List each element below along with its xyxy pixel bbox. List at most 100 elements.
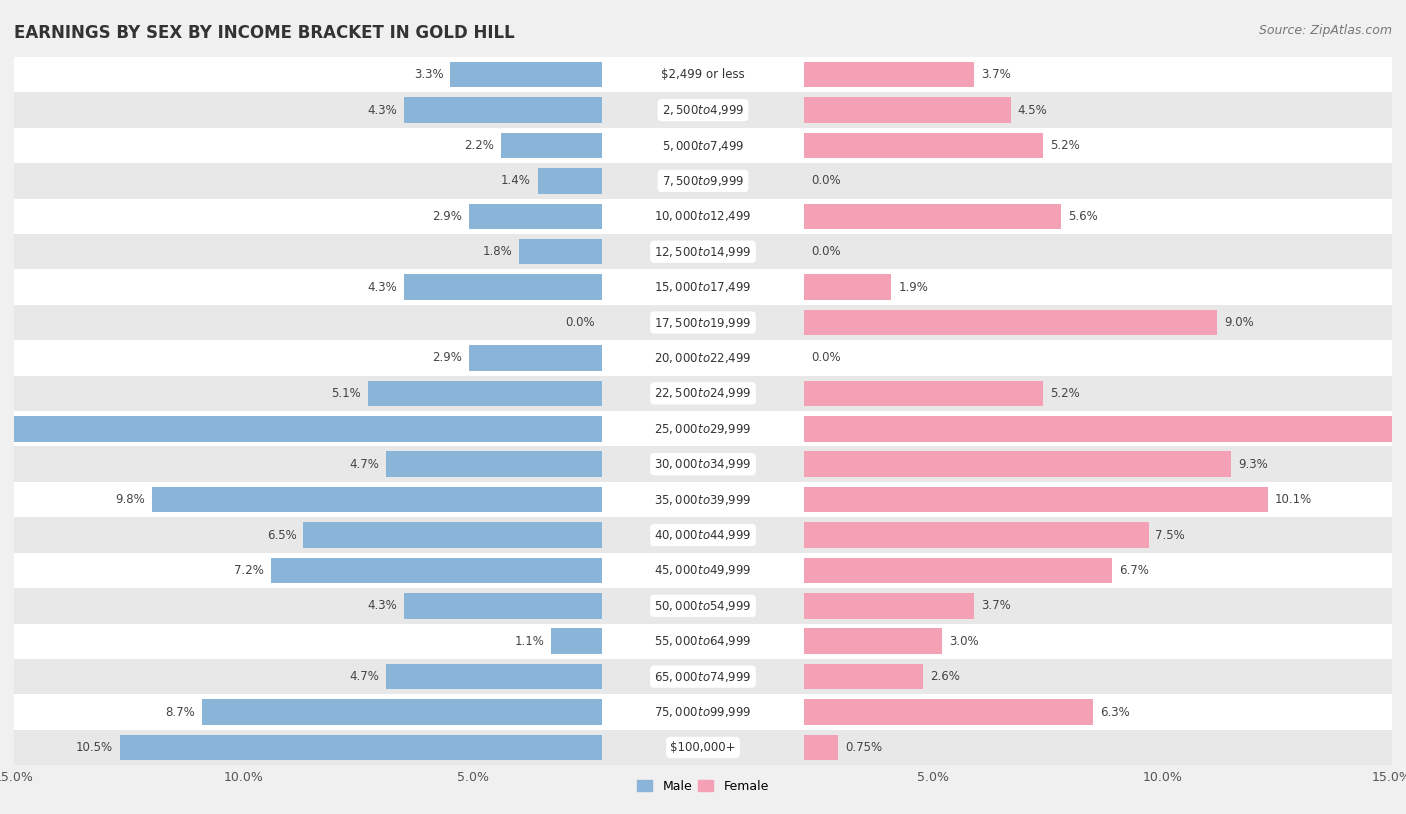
- Text: EARNINGS BY SEX BY INCOME BRACKET IN GOLD HILL: EARNINGS BY SEX BY INCOME BRACKET IN GOL…: [14, 24, 515, 42]
- Text: 9.0%: 9.0%: [1225, 316, 1254, 329]
- Text: 2.2%: 2.2%: [464, 139, 494, 152]
- Text: 2.6%: 2.6%: [931, 670, 960, 683]
- Text: 2.9%: 2.9%: [432, 210, 461, 223]
- Bar: [14, 128, 1392, 163]
- Text: $25,000 to $29,999: $25,000 to $29,999: [654, 422, 752, 435]
- Bar: [0, 416, 602, 441]
- Text: 6.7%: 6.7%: [1119, 564, 1149, 577]
- Bar: [14, 694, 1392, 730]
- Bar: [14, 57, 1392, 92]
- Text: 9.8%: 9.8%: [115, 493, 145, 506]
- Bar: [14, 730, 1392, 765]
- Text: 3.7%: 3.7%: [981, 599, 1011, 612]
- Bar: [468, 204, 602, 229]
- Bar: [501, 133, 602, 158]
- Bar: [14, 624, 1392, 659]
- Bar: [202, 699, 602, 724]
- Bar: [450, 62, 602, 87]
- Text: $15,000 to $17,499: $15,000 to $17,499: [654, 280, 752, 294]
- Text: 6.5%: 6.5%: [267, 528, 297, 541]
- Text: 7.2%: 7.2%: [235, 564, 264, 577]
- Text: 8.7%: 8.7%: [166, 706, 195, 719]
- Bar: [14, 269, 1392, 304]
- Bar: [468, 345, 602, 370]
- Text: 7.5%: 7.5%: [1156, 528, 1185, 541]
- Text: $12,500 to $14,999: $12,500 to $14,999: [654, 245, 752, 259]
- Bar: [804, 381, 1043, 406]
- Text: 4.3%: 4.3%: [368, 103, 398, 116]
- Text: 0.0%: 0.0%: [811, 174, 841, 187]
- Text: 1.1%: 1.1%: [515, 635, 544, 648]
- Bar: [387, 452, 602, 477]
- Bar: [304, 523, 602, 548]
- Bar: [804, 274, 891, 300]
- Bar: [14, 659, 1392, 694]
- Bar: [405, 98, 602, 123]
- Text: 0.0%: 0.0%: [565, 316, 595, 329]
- Bar: [14, 553, 1392, 588]
- Text: $55,000 to $64,999: $55,000 to $64,999: [654, 634, 752, 648]
- Bar: [551, 628, 602, 654]
- Bar: [804, 735, 838, 760]
- Bar: [387, 664, 602, 689]
- Text: 1.9%: 1.9%: [898, 281, 928, 294]
- Text: $45,000 to $49,999: $45,000 to $49,999: [654, 563, 752, 577]
- Text: 3.7%: 3.7%: [981, 68, 1011, 81]
- Text: 0.75%: 0.75%: [845, 741, 883, 754]
- Text: $2,499 or less: $2,499 or less: [661, 68, 745, 81]
- Bar: [271, 558, 602, 583]
- Bar: [405, 274, 602, 300]
- Bar: [368, 381, 602, 406]
- Text: 5.1%: 5.1%: [330, 387, 361, 400]
- Text: $40,000 to $44,999: $40,000 to $44,999: [654, 528, 752, 542]
- Bar: [804, 523, 1149, 548]
- Bar: [14, 304, 1392, 340]
- Bar: [804, 310, 1218, 335]
- Text: 10.5%: 10.5%: [76, 741, 112, 754]
- Text: $20,000 to $22,499: $20,000 to $22,499: [654, 351, 752, 365]
- Bar: [804, 452, 1232, 477]
- Bar: [14, 411, 1392, 446]
- Text: 4.7%: 4.7%: [349, 457, 380, 470]
- Bar: [152, 487, 602, 512]
- Text: $17,500 to $19,999: $17,500 to $19,999: [654, 316, 752, 330]
- Text: 3.3%: 3.3%: [413, 68, 443, 81]
- Bar: [519, 239, 602, 265]
- Bar: [804, 204, 1062, 229]
- Bar: [804, 62, 974, 87]
- Bar: [14, 163, 1392, 199]
- Text: 2.9%: 2.9%: [432, 352, 461, 365]
- Text: 5.2%: 5.2%: [1050, 387, 1080, 400]
- Bar: [14, 340, 1392, 375]
- Bar: [14, 588, 1392, 624]
- Text: 5.2%: 5.2%: [1050, 139, 1080, 152]
- Text: $65,000 to $74,999: $65,000 to $74,999: [654, 670, 752, 684]
- Bar: [14, 199, 1392, 234]
- Bar: [14, 234, 1392, 269]
- Text: $75,000 to $99,999: $75,000 to $99,999: [654, 705, 752, 719]
- Bar: [804, 98, 1011, 123]
- Text: $5,000 to $7,499: $5,000 to $7,499: [662, 138, 744, 152]
- Text: 4.5%: 4.5%: [1018, 103, 1047, 116]
- Bar: [14, 482, 1392, 518]
- Text: $100,000+: $100,000+: [671, 741, 735, 754]
- Bar: [804, 699, 1094, 724]
- Bar: [14, 92, 1392, 128]
- Text: 3.0%: 3.0%: [949, 635, 979, 648]
- Text: 4.7%: 4.7%: [349, 670, 380, 683]
- Text: $7,500 to $9,999: $7,500 to $9,999: [662, 174, 744, 188]
- Text: 0.0%: 0.0%: [811, 245, 841, 258]
- Bar: [804, 628, 942, 654]
- Bar: [804, 416, 1406, 441]
- Bar: [14, 518, 1392, 553]
- Text: $22,500 to $24,999: $22,500 to $24,999: [654, 387, 752, 400]
- Bar: [804, 487, 1268, 512]
- Text: 1.4%: 1.4%: [501, 174, 531, 187]
- Text: $10,000 to $12,499: $10,000 to $12,499: [654, 209, 752, 223]
- Bar: [537, 168, 602, 194]
- Text: 6.3%: 6.3%: [1101, 706, 1130, 719]
- Text: 1.8%: 1.8%: [482, 245, 512, 258]
- Bar: [804, 558, 1112, 583]
- Text: 4.3%: 4.3%: [368, 281, 398, 294]
- Text: Source: ZipAtlas.com: Source: ZipAtlas.com: [1258, 24, 1392, 37]
